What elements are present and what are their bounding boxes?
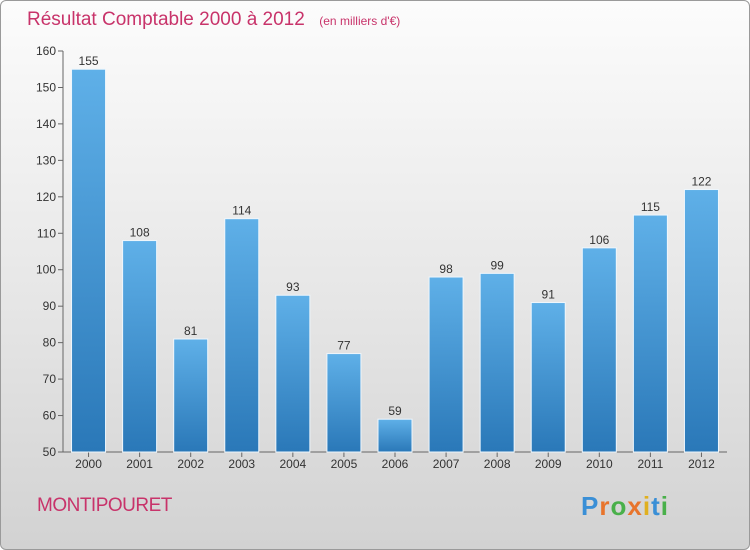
- data-label: 77: [337, 339, 351, 353]
- logo-letter: t: [651, 491, 661, 521]
- data-label: 93: [286, 280, 300, 294]
- x-tick-label: 2012: [688, 457, 715, 471]
- x-tick-label: 2006: [382, 457, 409, 471]
- bar-2009: [530, 302, 566, 453]
- y-tick-label: 120: [36, 190, 56, 204]
- data-label: 115: [641, 200, 660, 214]
- bar-2008: [479, 272, 515, 453]
- y-tick-label: 100: [36, 263, 56, 277]
- bar-2002: [173, 338, 209, 453]
- chart-title-main: Résultat Comptable 2000 à 2012: [27, 9, 305, 30]
- logo-letter: o: [610, 491, 628, 521]
- data-label: 98: [439, 262, 453, 276]
- y-tick-label: 160: [36, 44, 56, 58]
- data-label: 106: [589, 233, 609, 247]
- logo-letter: x: [627, 491, 643, 521]
- x-tick-label: 2004: [279, 457, 306, 471]
- bar-2003: [224, 218, 260, 453]
- y-tick-label: 60: [43, 409, 57, 423]
- y-tick-label: 110: [37, 226, 56, 240]
- logo-letter: r: [599, 491, 611, 521]
- y-tick-label: 70: [43, 372, 57, 386]
- logo-letter: i: [660, 491, 669, 521]
- bar-2010: [581, 247, 617, 453]
- x-tick-label: 2005: [331, 457, 358, 471]
- commune-name: MONTIPOURET: [37, 495, 172, 516]
- x-tick-label: 2008: [484, 457, 511, 471]
- proxiti-logo: Proxiti: [581, 491, 669, 522]
- bar-2012: [683, 189, 719, 453]
- bar-2005: [326, 353, 362, 453]
- x-tick-label: 2002: [177, 457, 204, 471]
- y-tick-label: 50: [43, 445, 57, 459]
- x-tick-label: 2011: [637, 457, 663, 471]
- logo-letter: P: [581, 491, 600, 521]
- data-label: 99: [490, 258, 504, 272]
- bar-2006: [377, 418, 413, 453]
- data-label: 122: [691, 175, 711, 189]
- x-tick-label: 2010: [586, 457, 613, 471]
- chart-title: Résultat Comptable 2000 à 2012 (en milli…: [27, 9, 400, 31]
- y-tick-label: 140: [36, 117, 56, 131]
- bar-2004: [275, 294, 311, 453]
- y-tick-label: 80: [43, 336, 57, 350]
- bar-2000: [71, 68, 107, 453]
- data-label: 155: [79, 54, 99, 68]
- y-tick-label: 130: [36, 153, 56, 167]
- x-tick-label: 2003: [228, 457, 255, 471]
- x-tick-label: 2009: [535, 457, 562, 471]
- bar-2001: [122, 240, 158, 453]
- y-tick-label: 90: [43, 299, 57, 313]
- data-label: 91: [542, 288, 556, 302]
- data-label: 108: [130, 226, 150, 240]
- x-tick-label: 2000: [75, 457, 102, 471]
- bar-2011: [632, 214, 668, 453]
- chart-unit-note: (en milliers d'€): [319, 14, 401, 28]
- data-label: 59: [388, 404, 402, 418]
- x-tick-label: 2007: [433, 457, 460, 471]
- bar-2007: [428, 276, 464, 453]
- x-tick-label: 2001: [126, 457, 153, 471]
- logo-letter: i: [642, 491, 652, 521]
- data-label: 114: [232, 204, 251, 218]
- y-tick-label: 150: [36, 80, 56, 94]
- data-label: 81: [184, 324, 198, 338]
